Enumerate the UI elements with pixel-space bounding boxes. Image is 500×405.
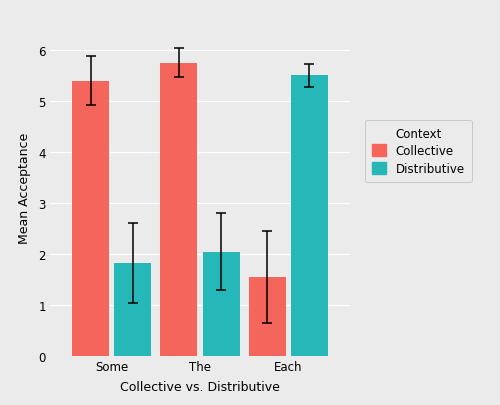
Bar	[72, 81, 109, 356]
Bar	[160, 64, 198, 356]
Legend: Collective, Distributive: Collective, Distributive	[365, 120, 472, 183]
Bar	[114, 263, 152, 356]
Bar	[248, 277, 286, 356]
Y-axis label: Mean Acceptance: Mean Acceptance	[18, 133, 32, 244]
X-axis label: Collective vs. Distributive: Collective vs. Distributive	[120, 380, 280, 393]
Bar	[202, 252, 239, 356]
Bar	[291, 76, 328, 356]
